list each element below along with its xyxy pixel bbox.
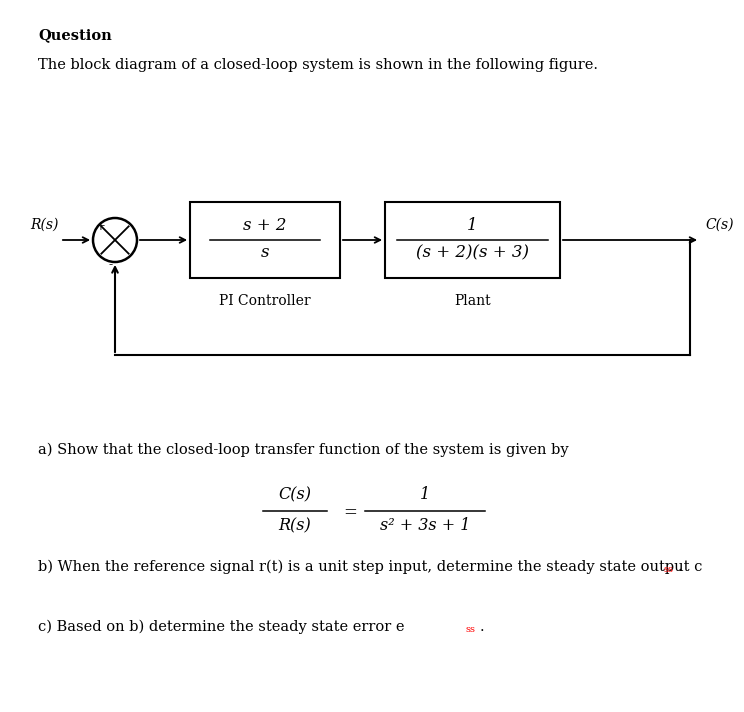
Text: C(s): C(s)	[705, 218, 734, 232]
Text: c) Based on b) determine the steady state error e: c) Based on b) determine the steady stat…	[38, 620, 405, 634]
Text: PI Controller: PI Controller	[219, 294, 311, 308]
Text: s + 2: s + 2	[243, 217, 286, 234]
Text: .: .	[480, 620, 484, 634]
Text: .: .	[678, 560, 683, 574]
Text: 1: 1	[420, 486, 430, 503]
Bar	[190, 202, 340, 278]
Text: (s + 2)(s + 3): (s + 2)(s + 3)	[416, 244, 529, 261]
Text: s² + 3s + 1: s² + 3s + 1	[380, 517, 470, 534]
Text: R(s): R(s)	[278, 517, 312, 534]
Text: =: =	[343, 505, 357, 521]
Text: ss: ss	[664, 565, 674, 574]
Text: ss: ss	[466, 625, 476, 634]
Text: -: -	[109, 258, 113, 271]
Text: a) Show that the closed-loop transfer function of the system is given by: a) Show that the closed-loop transfer fu…	[38, 443, 568, 457]
Text: Plant: Plant	[454, 294, 491, 308]
Text: R(s): R(s)	[30, 218, 58, 232]
Text: C(s): C(s)	[278, 486, 312, 503]
Bar	[385, 202, 560, 278]
Text: Question: Question	[38, 28, 112, 42]
Text: 1: 1	[467, 217, 478, 234]
Text: +: +	[96, 220, 106, 233]
Text: s: s	[260, 244, 269, 261]
Text: The block diagram of a closed-loop system is shown in the following figure.: The block diagram of a closed-loop syste…	[38, 58, 598, 72]
Text: b) When the reference signal r(t) is a unit step input, determine the steady sta: b) When the reference signal r(t) is a u…	[38, 560, 702, 575]
